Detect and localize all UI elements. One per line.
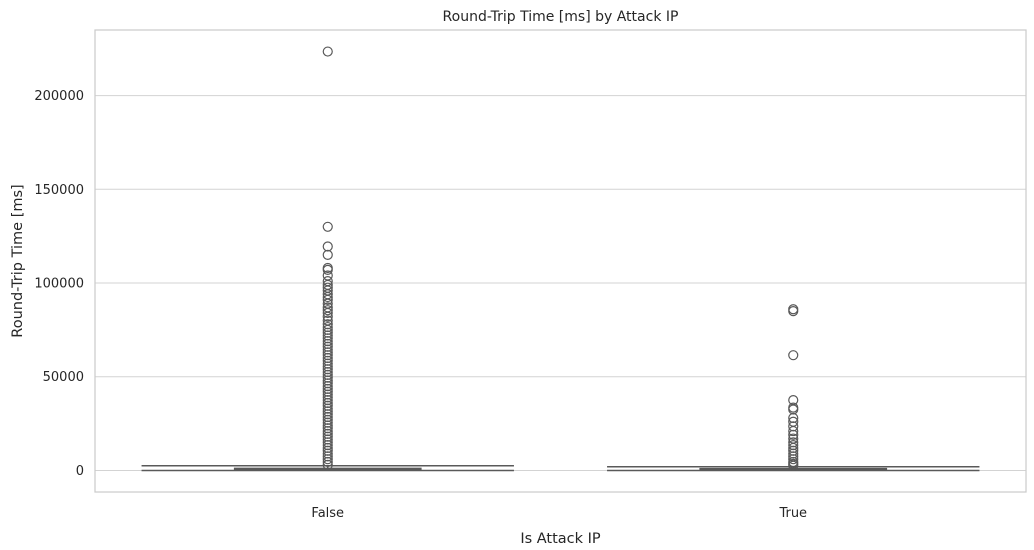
outlier-point (322, 291, 333, 303)
plot-frame (94, 29, 1027, 493)
boxes (141, 465, 980, 472)
outlier-point (322, 459, 333, 470)
y-tick-label: 200000 (34, 89, 84, 104)
outlier-point (788, 350, 799, 361)
chart-title: Round-Trip Time [ms] by Attack IP (443, 9, 679, 25)
outlier-point (788, 429, 799, 440)
outlier-point (788, 454, 799, 465)
outlier-point (322, 305, 333, 316)
outlier-point (322, 294, 333, 305)
y-axis-label: Round-Trip Time [ms] (10, 184, 26, 337)
outlier-point (788, 460, 799, 471)
outlier-point (322, 221, 333, 232)
axes: 0 50000 100000 150000 200000 False True (34, 29, 1027, 521)
outlier-point (322, 249, 333, 261)
y-tick-label: 100000 (34, 277, 84, 292)
gridlines (95, 95, 1026, 471)
outlier-point (322, 241, 333, 252)
outlier-point (322, 46, 333, 57)
outlier-point (322, 456, 333, 468)
outlier-point (322, 307, 333, 319)
y-tick-label: 50000 (43, 370, 84, 385)
outliers (322, 46, 799, 471)
outlier-point (322, 311, 333, 322)
x-tick-label: False (311, 506, 344, 521)
y-tick-label: 0 (76, 464, 84, 479)
outlier-point (322, 264, 333, 276)
outlier-point (788, 306, 799, 317)
outlier-point (788, 425, 799, 437)
x-tick-label: True (778, 506, 807, 521)
y-tick-label: 150000 (34, 183, 84, 198)
x-axis-label: Is Attack IP (520, 531, 601, 547)
outlier-point (322, 454, 333, 465)
